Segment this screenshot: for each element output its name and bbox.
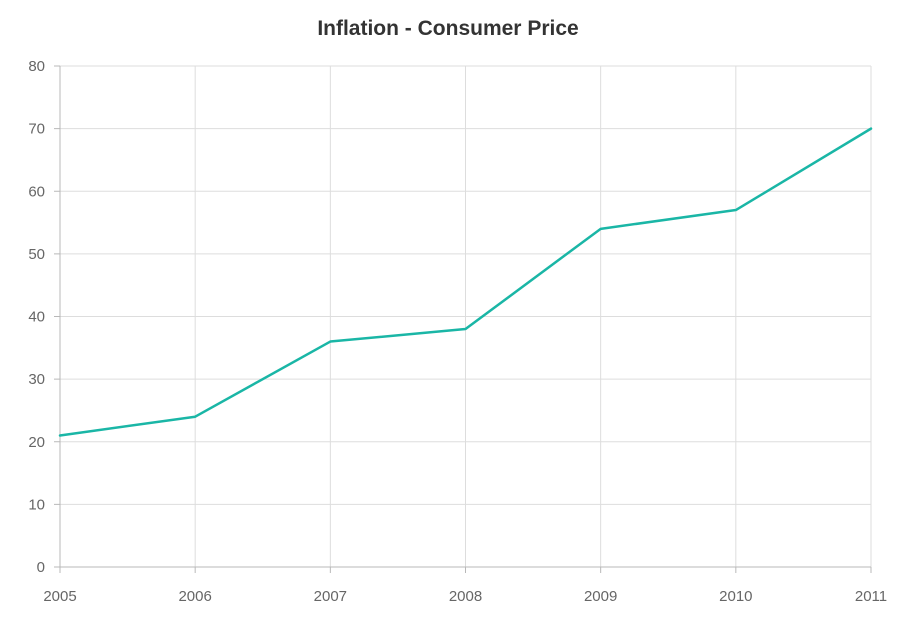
y-tick-label-30: 30	[28, 371, 45, 388]
y-tick-label-20: 20	[28, 434, 45, 451]
vertical-gridlines	[194, 66, 872, 567]
x-tick-label-2008: 2008	[449, 588, 482, 605]
y-tick-label-50: 50	[28, 246, 45, 263]
y-tick-label-10: 10	[28, 496, 45, 513]
x-axis-tick-labels: 2005 2006 2007 2008 2009 2010 2011	[43, 588, 887, 605]
axes	[54, 65, 872, 573]
y-tick-label-60: 60	[28, 183, 45, 200]
y-tick-label-40: 40	[28, 309, 45, 326]
y-tick-label-0: 0	[37, 559, 45, 576]
y-tick-label-70: 70	[28, 121, 45, 138]
x-tick-label-2005: 2005	[43, 588, 76, 605]
series-group	[58, 127, 873, 437]
y-tick-label-80: 80	[28, 58, 45, 75]
y-axis-tick-labels: 0 10 20 30 40 50 60 70 80	[28, 58, 45, 576]
x-tick-label-2009: 2009	[584, 588, 617, 605]
chart-title: Inflation - Consumer Price	[317, 17, 578, 40]
x-tick-label-2011: 2011	[855, 588, 887, 605]
x-tick-label-2006: 2006	[178, 588, 211, 605]
x-tick-label-2007: 2007	[314, 588, 347, 605]
x-tick-label-2010: 2010	[719, 588, 752, 605]
